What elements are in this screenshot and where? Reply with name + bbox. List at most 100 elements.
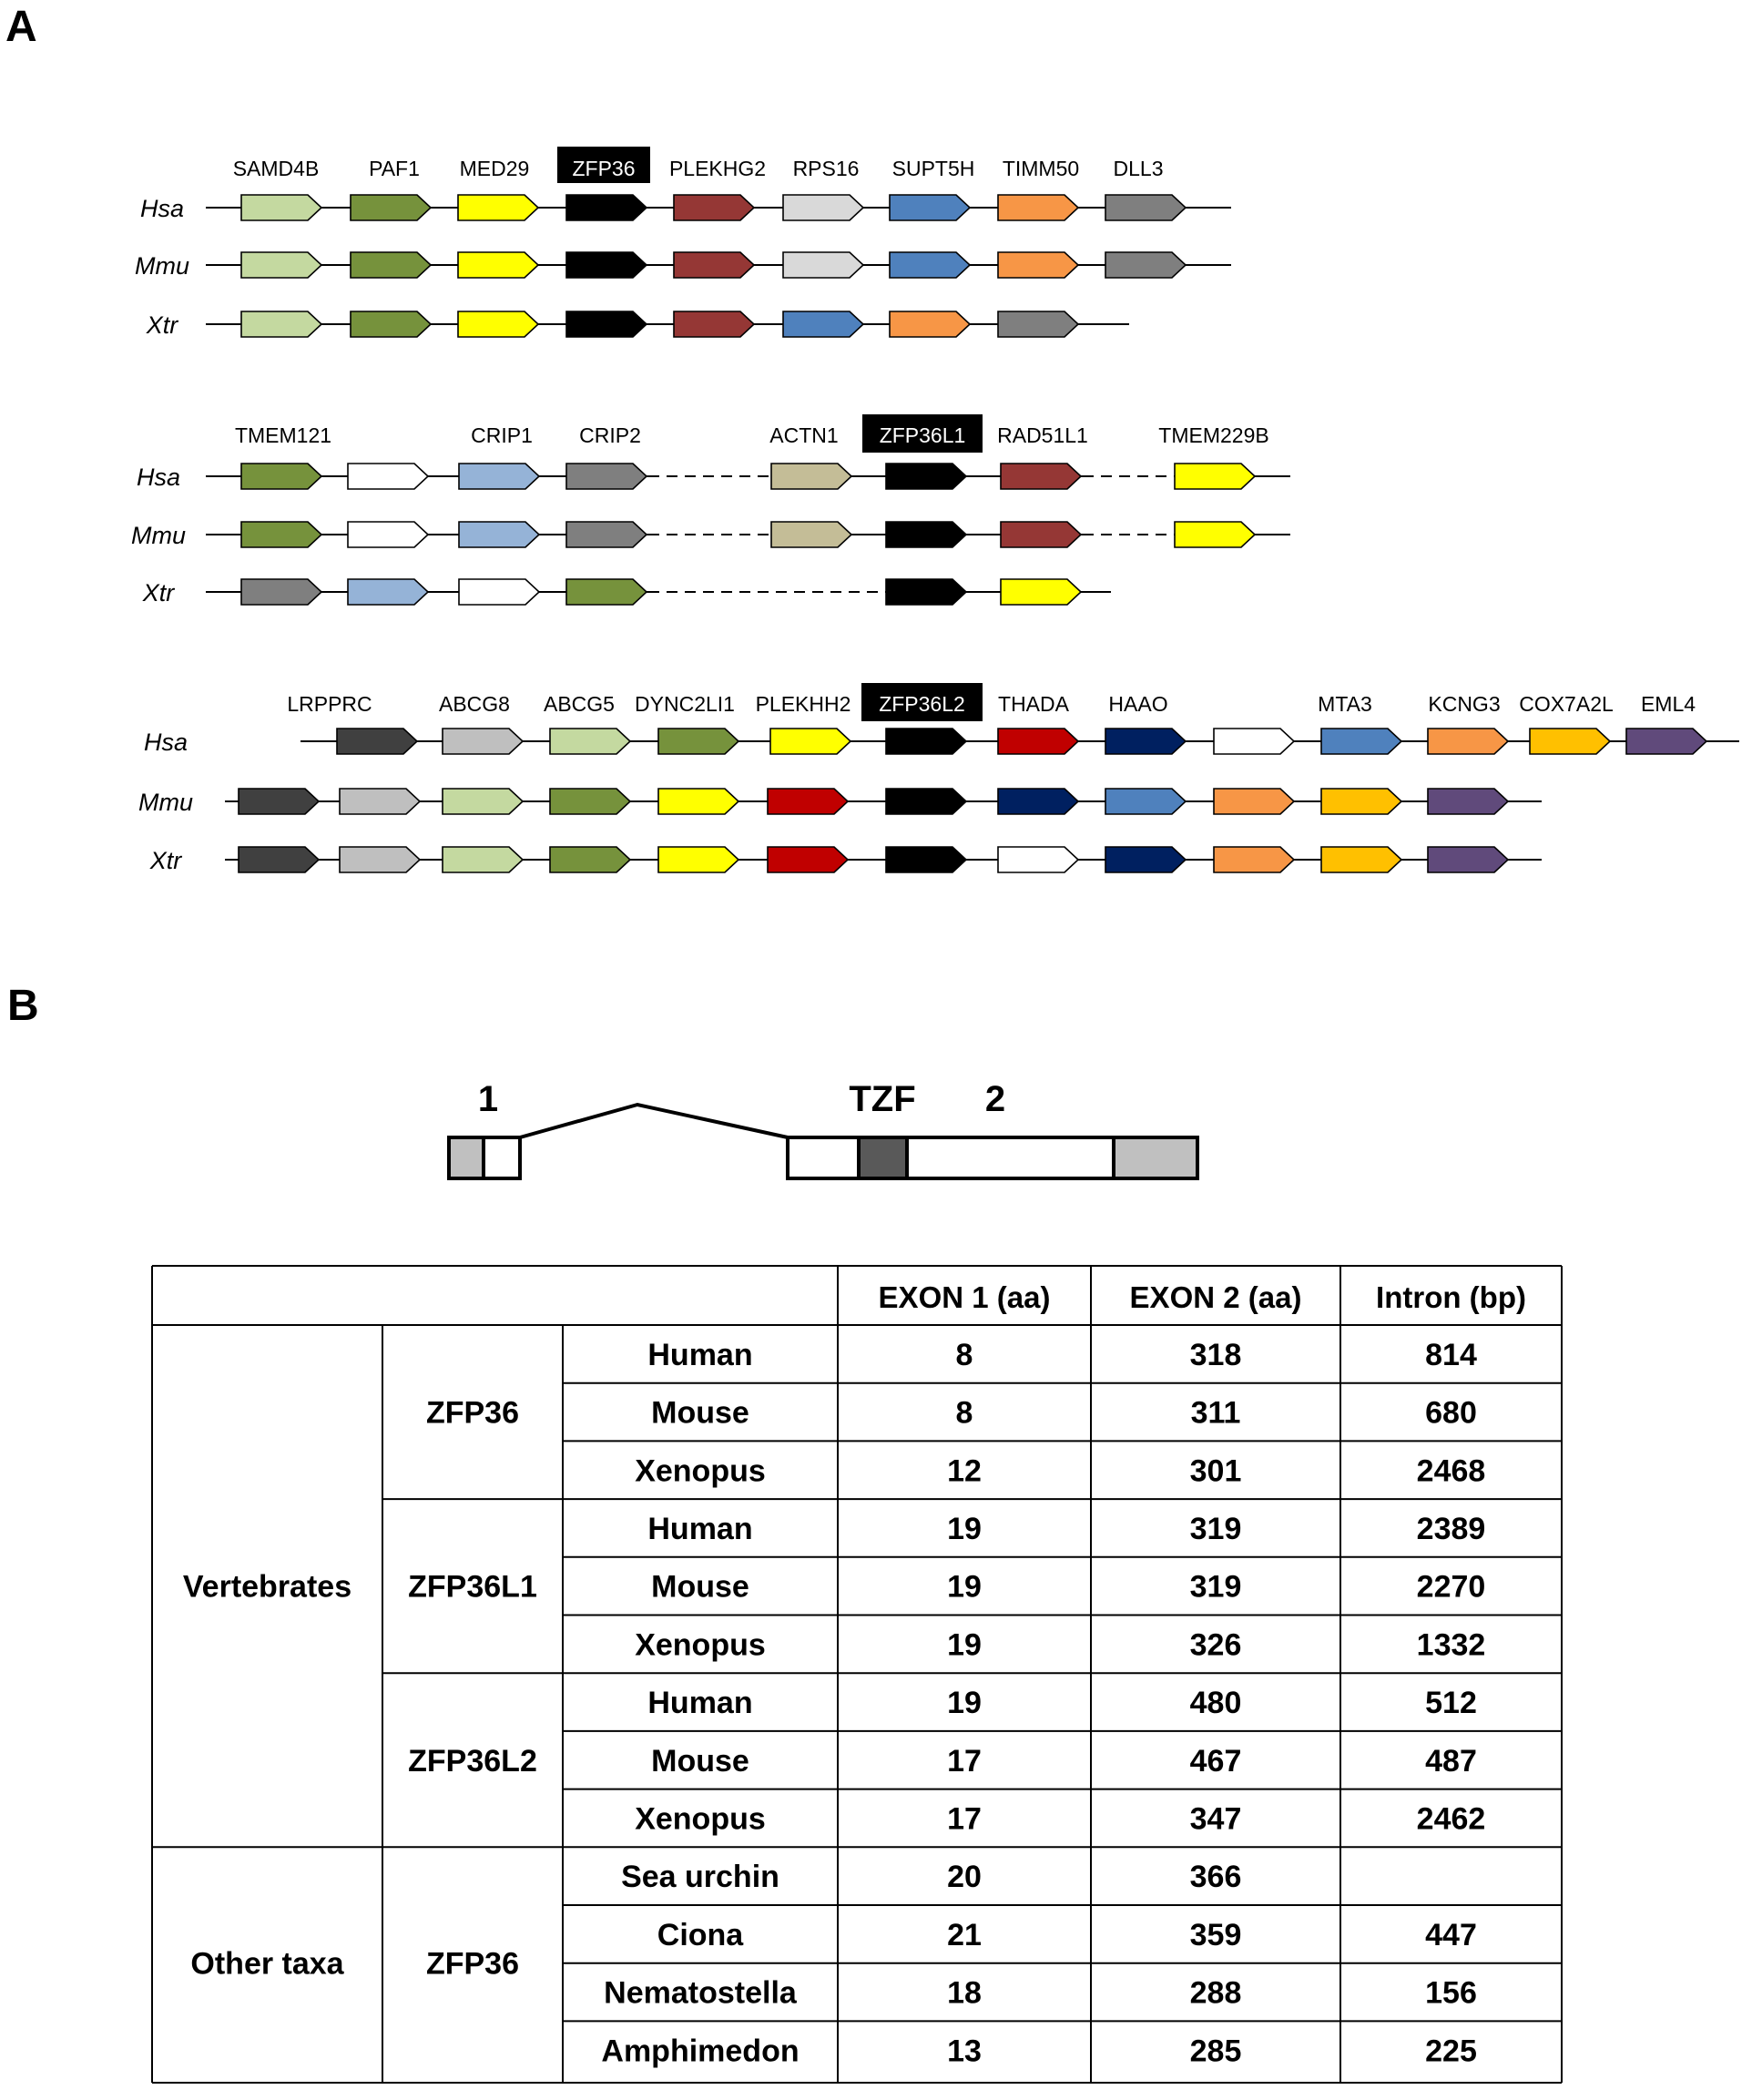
taxon-cell: Vertebrates: [183, 1570, 351, 1605]
gene-arrow: [240, 251, 323, 279]
gene-arrow: [657, 728, 740, 755]
species-label: Hsa: [140, 195, 184, 222]
gene-arrow: [350, 311, 433, 338]
exon1-cell: 17: [947, 1744, 982, 1779]
column-header: EXON 1 (aa): [879, 1280, 1051, 1314]
species-label: Xtr: [149, 847, 183, 874]
exon2-cell: 285: [1190, 2034, 1242, 2068]
species-row: Mmu: [138, 788, 1542, 816]
gene-arrow: [770, 463, 853, 490]
gene-arrow: [350, 251, 433, 279]
gene-arrow: [767, 846, 850, 873]
gene-name-label: ZFP36: [572, 157, 635, 180]
gene-arrow: [657, 788, 740, 815]
gene-arrow: [549, 728, 632, 755]
exon1-label: 1: [478, 1079, 498, 1119]
exon2-cell: 301: [1190, 1453, 1242, 1488]
species-label: Xtr: [146, 311, 179, 339]
gene-arrow: [1529, 728, 1612, 755]
exon1-cell: 13: [947, 2034, 982, 2068]
intron-cell: 2462: [1417, 1801, 1486, 1836]
gene-arrow: [457, 194, 540, 221]
gene-arrow: [885, 578, 968, 606]
exon1-cell: 20: [947, 1860, 982, 1894]
gene-arrow: [238, 788, 321, 815]
gene-arrow: [997, 846, 1080, 873]
gene-cell: ZFP36L1: [408, 1570, 537, 1605]
exon2-utr: [1114, 1137, 1197, 1178]
gene-arrow: [350, 194, 433, 221]
gene-name-label: RAD51L1: [997, 423, 1088, 447]
intron-cell: 2270: [1417, 1570, 1486, 1605]
species-cell: Xenopus: [635, 1453, 766, 1488]
species-cell: Human: [647, 1686, 752, 1720]
exon2-cell: 319: [1190, 1512, 1242, 1546]
species-cell: Mouse: [651, 1570, 749, 1605]
gene-arrow: [240, 578, 323, 606]
gene-arrow: [565, 578, 648, 606]
gene-name-label: RPS16: [793, 157, 860, 180]
species-cell: Xenopus: [635, 1627, 766, 1662]
tzf-domain: [859, 1137, 907, 1178]
column-header: EXON 2 (aa): [1130, 1280, 1302, 1314]
species-row: Mmu: [131, 521, 1290, 549]
exon2-cell: 366: [1190, 1860, 1242, 1894]
gene-name-label: TMEM229B: [1158, 423, 1268, 447]
intron-cell: 225: [1425, 2034, 1477, 2068]
gene-arrow: [336, 728, 419, 755]
species-cell: Mouse: [651, 1396, 749, 1431]
gene-arrow: [1105, 728, 1187, 755]
gene-arrow: [1213, 788, 1296, 815]
gene-name-label: ZFP36L2: [879, 692, 965, 716]
exon2-cell: 288: [1190, 1976, 1242, 2011]
synteny-panel: SAMD4B PAF1 MED29 ZFP36 PLEKHG2 RPS16 SUPT5H TI…: [131, 147, 1739, 874]
species-row: Xtr: [146, 311, 1129, 339]
gene-arrow: [885, 463, 968, 490]
species-cell: Human: [647, 1338, 752, 1372]
gene-arrow: [565, 311, 648, 338]
exon2-cell: 347: [1190, 1801, 1242, 1836]
gene-arrow: [457, 251, 540, 279]
species-cell: Ciona: [657, 1918, 745, 1952]
gene-arrow: [1105, 788, 1187, 815]
species-row: Hsa: [144, 728, 1739, 756]
gene-arrow: [565, 463, 648, 490]
gene-arrow: [1625, 728, 1708, 755]
gene-name-label: CRIP1: [471, 423, 533, 447]
exon1-cell: 17: [947, 1801, 982, 1836]
panel-b-label: B: [7, 982, 39, 1030]
gene-arrow: [347, 521, 430, 548]
exon1-cell: 19: [947, 1512, 982, 1546]
intron-cell: 2389: [1417, 1512, 1486, 1546]
column-header: Intron (bp): [1376, 1280, 1526, 1314]
species-row: Mmu: [135, 251, 1231, 280]
gene-structure-diagram: 1 TZF 2: [447, 1079, 1199, 1180]
gene-arrow: [673, 251, 756, 279]
intron-cell: 814: [1425, 1338, 1477, 1372]
gene-arrow: [889, 251, 972, 279]
gene-arrow: [1427, 728, 1510, 755]
intron-cell: 156: [1425, 1976, 1477, 2011]
gene-arrow: [1000, 463, 1083, 490]
gene-name-label: MED29: [460, 157, 530, 180]
species-row: Hsa: [137, 463, 1290, 491]
gene-arrow: [1213, 846, 1296, 873]
gene-arrow: [238, 846, 321, 873]
gene-arrow: [1105, 194, 1187, 221]
gene-cell: ZFP36L2: [408, 1744, 537, 1779]
species-cell: Amphimedon: [601, 2034, 799, 2068]
exon1-utr: [449, 1137, 484, 1178]
taxon-cell: Other taxa: [190, 1947, 344, 1982]
gene-arrow: [549, 846, 632, 873]
synteny-block: SAMD4B PAF1 MED29 ZFP36 PLEKHG2 RPS16 SUPT5H TI…: [135, 147, 1231, 339]
gene-arrow: [1320, 728, 1403, 755]
gene-arrow: [1320, 846, 1403, 873]
gene-arrow: [458, 463, 541, 490]
synteny-block: TMEM121 CRIP1 CRIP2 ACTN1 ZFP36L1 RAD51L1 TMEM…: [131, 414, 1290, 607]
gene-arrow: [997, 251, 1080, 279]
gene-arrow: [1105, 846, 1187, 873]
species-label: Mmu: [131, 522, 186, 549]
exon1-cell: 19: [947, 1627, 982, 1662]
gene-name-label: DYNC2LI1: [635, 692, 735, 716]
panel-a-label: A: [5, 3, 37, 51]
